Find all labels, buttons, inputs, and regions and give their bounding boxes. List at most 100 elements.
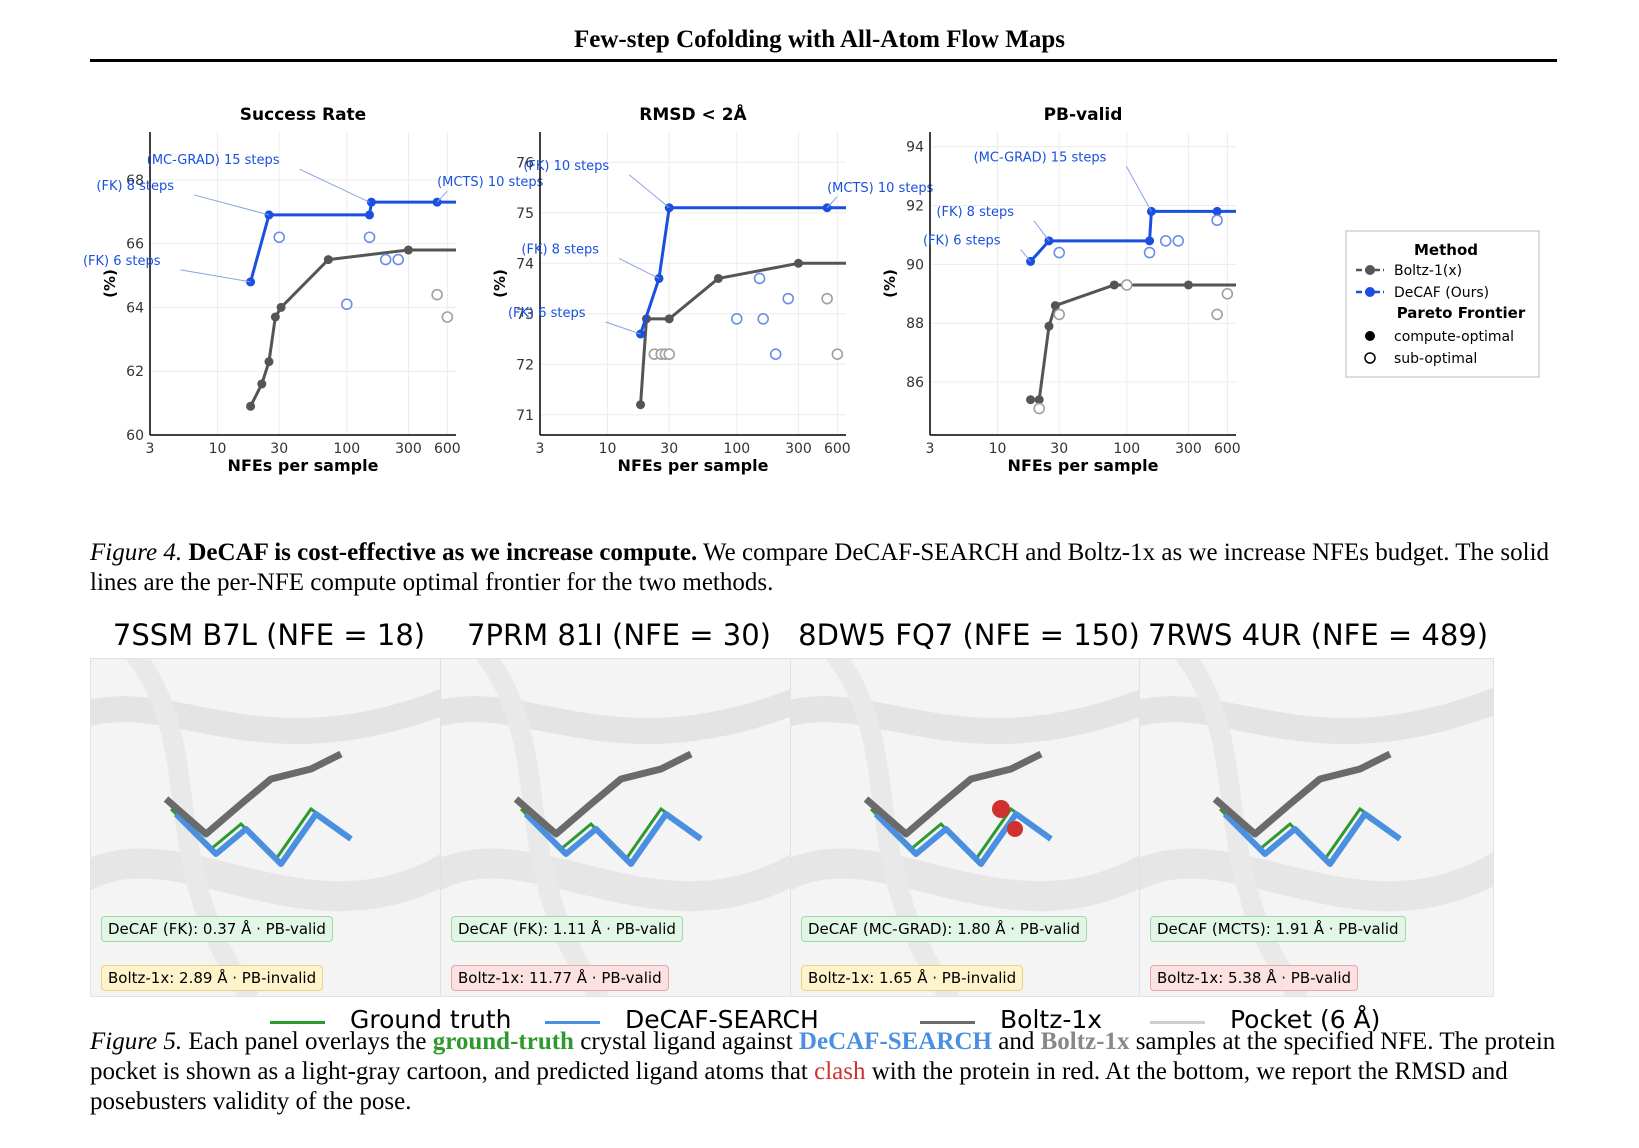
fig5-caption-ground-truth: ground-truth — [432, 1028, 574, 1055]
y-axis-label: (%) — [101, 269, 119, 298]
legend-ground-truth-label: Ground truth — [350, 1005, 512, 1034]
fig5-caption-text-4: samples at the specified NFE. The protei… — [90, 1028, 1556, 1085]
y-axis-label: (%) — [881, 269, 899, 298]
x-tick-label: 300 — [785, 441, 812, 457]
boltz-ligand — [1212, 750, 1392, 838]
protein-ribbon — [441, 687, 794, 745]
decaf-ligand — [173, 811, 353, 867]
legend-filled-label: compute-optimal — [1394, 329, 1514, 345]
annotation-leader — [1125, 166, 1152, 212]
y-tick-label: 64 — [126, 300, 144, 316]
annotation-label: (MC-GRAD) 15 steps — [974, 150, 1107, 165]
figure-4-charts: 60 62 64 66 68 3 10 30 100 300 600 Success Rate NFEs… — [83, 102, 1540, 475]
chart-success-rate: 60 62 64 66 68 3 10 30 100 300 600 Success Rate NFEs… — [83, 105, 544, 475]
y-tick-label: 92 — [906, 199, 924, 215]
boltz-result-badge: Boltz-1x: 1.65 Å · PB-invalid — [801, 965, 1024, 991]
x-tick-label: 3 — [536, 441, 545, 457]
chart-title: Success Rate — [240, 105, 366, 125]
fig5-caption-label: Figure 5. — [90, 1028, 183, 1055]
compute-optimal-point-boltz — [664, 314, 674, 324]
frontier-line-boltz — [249, 248, 456, 407]
legend-pareto-heading: Pareto Frontier — [1397, 304, 1526, 322]
frontier-line-boltz — [639, 261, 846, 405]
sub-optimal-point-decaf — [730, 313, 743, 325]
fig5-caption-text-3: and — [998, 1028, 1035, 1055]
sub-optimal-point-decaf — [1143, 246, 1156, 259]
sub-optimal-point-decaf — [757, 313, 769, 325]
annotation-label: (FK) 10 steps — [523, 159, 609, 174]
fig5-caption-text-5: with the protein in red. At the bottom, … — [90, 1058, 1508, 1115]
annotation-leader — [436, 190, 448, 203]
legend-boltz-label: Boltz-1x — [1000, 1005, 1103, 1034]
sub-optimal-point-boltz — [431, 288, 443, 301]
sub-optimal-point-boltz — [1211, 308, 1223, 321]
x-tick-label: 600 — [1214, 441, 1241, 457]
fig4-caption-label: Figure 4. — [90, 539, 183, 566]
molecule-render: DeCAF (FK): 0.37 Å · PB-valid Boltz-1x: 2… — [90, 658, 445, 997]
y-tick-label: 76 — [516, 155, 534, 171]
x-tick-label: 30 — [660, 441, 678, 457]
legend-pocket-line — [1150, 1021, 1205, 1024]
protein-ribbon — [1140, 687, 1493, 745]
boltz-ligand — [863, 750, 1043, 838]
y-tick-label: 86 — [906, 375, 924, 391]
legend-decaf-label: DeCAF-SEARCH — [625, 1005, 819, 1034]
sub-optimal-point-decaf — [379, 253, 392, 266]
y-tick-label: 72 — [516, 357, 534, 373]
x-tick-label: 10 — [989, 441, 1007, 457]
sub-optimal-point-boltz — [441, 311, 454, 323]
chart-title: PB-valid — [1044, 105, 1123, 125]
molecule-render: DeCAF (MCTS): 1.91 Å · PB-valid Boltz-1x:… — [1139, 658, 1494, 997]
sub-optimal-point-decaf — [753, 272, 766, 285]
legend-boltz-line — [920, 1021, 975, 1024]
panel-title: 7PRM 81I (NFE = 30) — [467, 618, 771, 652]
sub-optimal-point-boltz — [831, 348, 844, 361]
compute-optimal-point-boltz — [276, 302, 286, 312]
compute-optimal-point-decaf — [246, 277, 256, 287]
annotation-label: (MCTS) 10 steps — [827, 181, 934, 196]
sub-optimal-point-boltz — [1033, 402, 1046, 415]
x-tick-label: 30 — [1050, 441, 1068, 457]
boltz-result-badge: Boltz-1x: 11.77 Å · PB-valid — [451, 965, 669, 991]
x-tick-label: 30 — [270, 441, 288, 457]
figure-5-caption: Figure 5. Each panel overlays the ground… — [90, 1027, 1570, 1117]
molecule-illustration — [791, 659, 1144, 996]
panel-title: 7SSM B7L (NFE = 18) — [112, 618, 426, 652]
protein-ribbon — [1174, 659, 1309, 996]
molecule-illustration — [1140, 659, 1493, 996]
legend-decaf-label: DeCAF (Ours) — [1394, 285, 1489, 301]
compute-optimal-point-boltz — [1044, 321, 1054, 331]
legend-pocket-label: Pocket (6 Å) — [1230, 1005, 1381, 1034]
compute-optimal-point-boltz — [636, 400, 646, 410]
x-tick-label: 100 — [723, 441, 750, 457]
annotation-leader — [180, 269, 251, 283]
sub-optimal-point-decaf — [1211, 214, 1223, 227]
y-tick-label: 90 — [906, 257, 924, 273]
molecule-illustration — [441, 659, 794, 996]
annotation-leader — [618, 258, 660, 279]
sub-optimal-point-decaf — [392, 253, 405, 266]
chart-rmsd: 71 72 73 74 75 76 3 10 30 100 300 600 RMSD < 2Å NFEs … — [491, 102, 934, 475]
compute-optimal-point-boltz — [793, 258, 803, 268]
chart-title: RMSD < 2Å — [639, 102, 747, 125]
x-tick-label: 600 — [824, 441, 851, 457]
legend-ground-truth-line — [270, 1021, 325, 1024]
x-tick-label: 100 — [333, 441, 360, 457]
boltz-ligand — [163, 750, 343, 838]
y-tick-label: 71 — [516, 408, 534, 424]
protein-ribbon — [91, 848, 444, 912]
annotation-label: (FK) 6 steps — [508, 306, 586, 321]
decaf-result-badge: DeCAF (MC-GRAD): 1.80 Å · PB-valid — [801, 916, 1088, 942]
compute-optimal-point-boltz — [1050, 301, 1060, 311]
decaf-result-badge: DeCAF (FK): 1.11 Å · PB-valid — [451, 916, 683, 942]
x-tick-label: 300 — [395, 441, 422, 457]
sub-optimal-point-decaf — [769, 348, 782, 361]
compute-optimal-point-decaf — [1145, 236, 1155, 246]
annotation-label: (FK) 6 steps — [923, 233, 1001, 248]
y-tick-label: 75 — [516, 206, 534, 222]
x-tick-label: 10 — [209, 441, 227, 457]
fig5-caption-clash: clash — [814, 1058, 866, 1085]
compute-optimal-point-decaf — [365, 210, 375, 220]
sub-optimal-point-decaf — [1172, 235, 1185, 247]
x-tick-label: 3 — [926, 441, 935, 457]
